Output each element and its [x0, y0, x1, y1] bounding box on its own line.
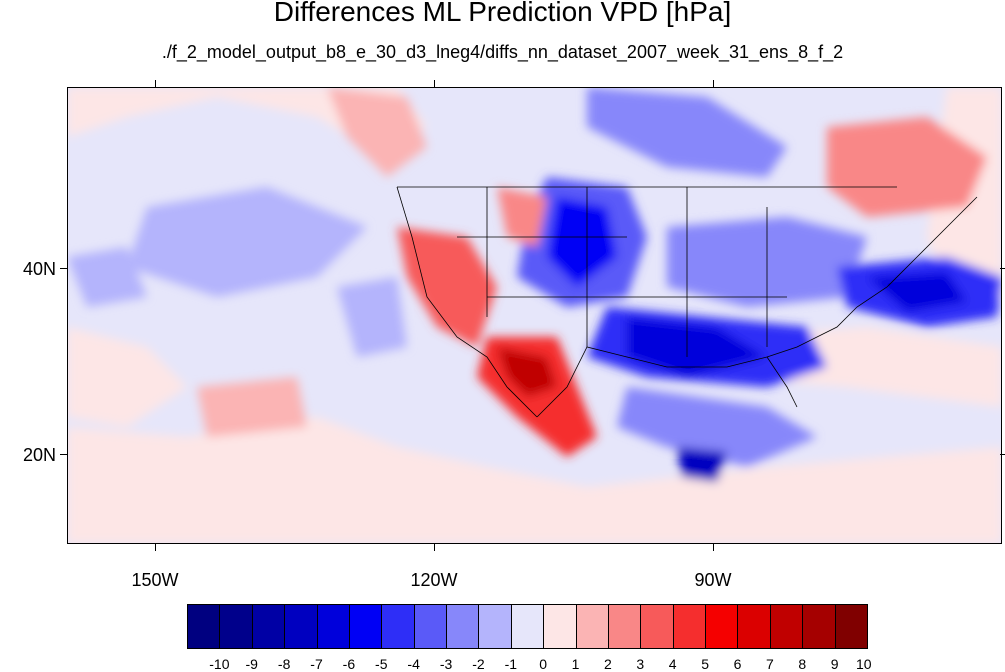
- colorbar-label: -2: [472, 656, 485, 672]
- lon-tick: [434, 543, 435, 551]
- map-field-svg: [67, 87, 1002, 544]
- colorbar-swatch: [544, 605, 577, 648]
- colorbar-swatch: [673, 605, 706, 648]
- colorbar-swatch: [511, 605, 545, 648]
- colorbar-swatch: [285, 605, 318, 648]
- lon-tick: [155, 543, 156, 551]
- colorbar-label: 3: [636, 656, 645, 672]
- map-title: Differences ML Prediction VPD [hPa]: [273, 0, 732, 27]
- colorbar-label: 8: [798, 656, 807, 672]
- colorbar-swatch: [835, 605, 867, 648]
- colorbar-label: -5: [375, 656, 388, 672]
- colorbar-swatch: [188, 605, 221, 648]
- lon-tick: [434, 80, 435, 87]
- colorbar-label: -1: [504, 656, 518, 672]
- colorbar-swatch: [349, 605, 383, 648]
- colorbar-label: 4: [668, 656, 677, 672]
- colorbar-swatch: [706, 605, 739, 648]
- colorbar-label: -7: [310, 656, 323, 672]
- colorbar-swatch: [414, 605, 447, 648]
- colorbar-swatch: [479, 605, 512, 648]
- colorbar-swatch: [317, 605, 350, 648]
- colorbar-swatch: [220, 605, 253, 648]
- colorbar-swatch: [576, 605, 609, 648]
- colorbar-swatch: [803, 605, 836, 648]
- colorbar: [187, 604, 868, 649]
- colorbar-swatch: [447, 605, 480, 648]
- colorbar-label: -10: [209, 656, 230, 672]
- colorbar-label: 9: [830, 656, 839, 672]
- lon-label-120w: 120W: [410, 570, 458, 590]
- map-subtitle: ./f_2_model_output_b8_e_30_d3_lneg4/diff…: [161, 42, 844, 62]
- lon-tick: [713, 543, 714, 551]
- lon-tick: [713, 80, 714, 87]
- lat-tick: [1000, 268, 1005, 269]
- colorbar-label: -8: [277, 656, 291, 672]
- colorbar-label: 6: [733, 656, 742, 672]
- colorbar-swatch: [608, 605, 642, 648]
- colorbar-swatch: [641, 605, 674, 648]
- lat-label-40n: 40N: [23, 259, 57, 279]
- colorbar-swatch: [738, 605, 771, 648]
- lat-label-20n: 20N: [23, 445, 57, 465]
- colorbar-swatch: [382, 605, 415, 648]
- vpd-difference-map: [67, 87, 1002, 544]
- colorbar-label: 5: [701, 656, 709, 672]
- colorbar-label: 10: [855, 656, 872, 672]
- lat-tick: [1000, 454, 1005, 455]
- colorbar-label: 1: [571, 656, 580, 672]
- colorbar-label: -9: [245, 656, 258, 672]
- colorbar-label: 0: [539, 656, 548, 672]
- lon-label-90w: 90W: [694, 570, 732, 590]
- colorbar-swatch: [252, 605, 286, 648]
- colorbar-label: 2: [604, 656, 612, 672]
- lat-tick: [60, 454, 67, 455]
- colorbar-label: 7: [765, 656, 774, 672]
- lat-tick: [60, 268, 67, 269]
- colorbar-swatch: [770, 605, 804, 648]
- lon-tick: [155, 80, 156, 87]
- colorbar-label: -6: [342, 656, 356, 672]
- lon-label-150w: 150W: [131, 570, 179, 590]
- colorbar-label: -3: [439, 656, 453, 672]
- colorbar-label: -4: [407, 656, 420, 672]
